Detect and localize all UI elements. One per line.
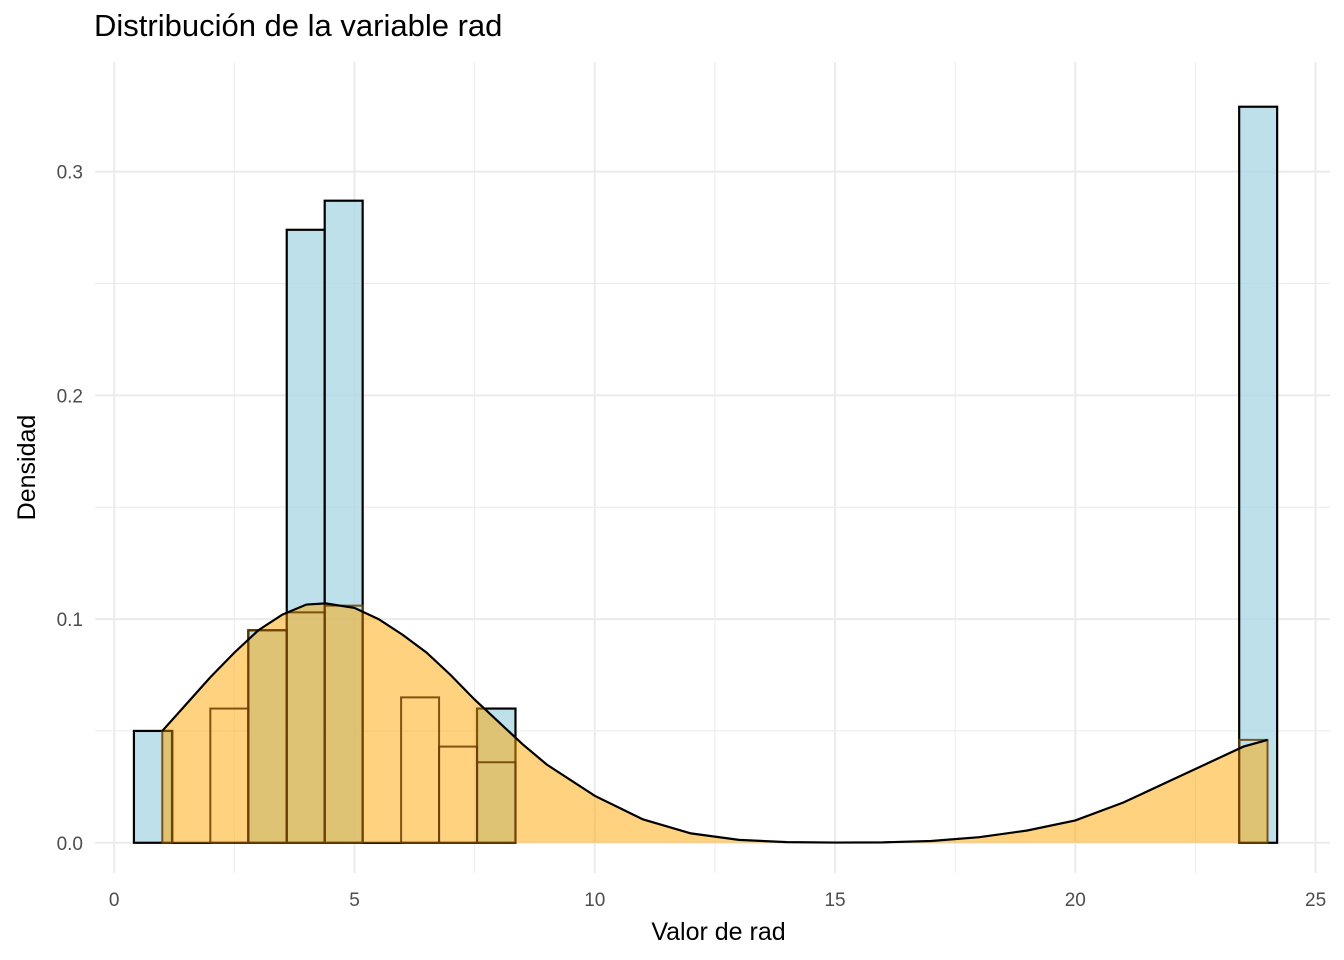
x-tick-label: 5 xyxy=(349,890,360,911)
density-bar xyxy=(476,761,517,844)
y-tick-label: 0.1 xyxy=(57,610,83,631)
x-tick-label: 0 xyxy=(109,890,120,911)
x-tick-label: 15 xyxy=(824,890,845,911)
x-tick-label: 25 xyxy=(1305,890,1326,911)
y-tick-label: 0.3 xyxy=(57,163,83,184)
density-bar xyxy=(161,729,173,844)
x-tick-label: 20 xyxy=(1065,890,1086,911)
y-tick-label: 0.0 xyxy=(57,834,83,855)
density-curve xyxy=(161,602,1268,844)
y-axis-title: Densidad xyxy=(13,415,41,521)
chart-title: Distribución de la variable rad xyxy=(94,8,503,43)
x-axis-title: Valor de rad xyxy=(651,918,785,946)
y-tick-label: 0.2 xyxy=(57,386,83,407)
histogram-bar xyxy=(1238,105,1279,844)
x-tick-label: 10 xyxy=(584,890,605,911)
density-bar xyxy=(1238,738,1269,844)
